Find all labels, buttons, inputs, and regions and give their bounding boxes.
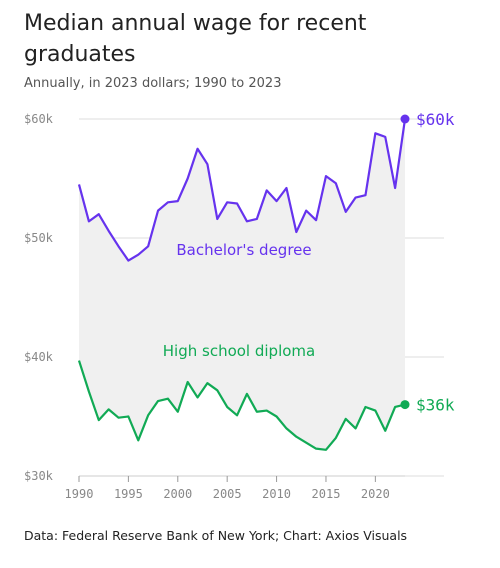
high-school-line: [77, 360, 406, 451]
bachelors-end-label: $60k: [416, 110, 455, 129]
y-tick-label: $40k: [24, 350, 54, 364]
bachelors-end-point: [400, 114, 410, 124]
x-tick-label: 2020: [361, 487, 390, 501]
x-tick-label: 2010: [262, 487, 291, 501]
source-note: Data: Federal Reserve Bank of New York; …: [24, 528, 408, 543]
high-school-series-label: High school diploma: [163, 342, 315, 360]
y-tick-label: $60k: [24, 112, 54, 126]
y-tick-label: $50k: [24, 231, 54, 245]
bachelors-line: [77, 118, 407, 262]
chart-title: Median annual wage for recent graduates: [24, 11, 367, 67]
x-tick-label: 2005: [213, 487, 242, 501]
high-school-end-point: [400, 400, 410, 410]
gap-area: [79, 119, 405, 450]
x-tick-label: 1995: [114, 487, 143, 501]
bachelors-series-label: Bachelor's degree: [176, 241, 311, 259]
x-tick-label: 2015: [312, 487, 341, 501]
high-school-end-label: $36k: [416, 396, 455, 415]
y-tick-label: $30k: [24, 469, 54, 483]
x-tick-label: 1990: [65, 487, 94, 501]
x-tick-label: 2000: [163, 487, 192, 501]
chart-subtitle: Annually, in 2023 dollars; 1990 to 2023: [24, 76, 282, 91]
